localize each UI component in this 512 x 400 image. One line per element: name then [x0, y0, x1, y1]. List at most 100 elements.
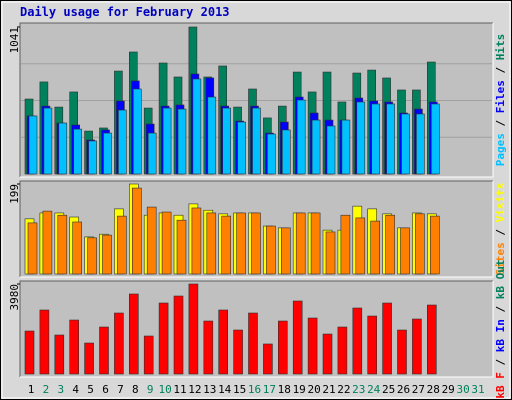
x-tick-label: 30 — [456, 383, 469, 396]
legend-item: Visits — [494, 183, 507, 223]
bar — [87, 237, 97, 275]
x-tick-label: 27 — [412, 383, 425, 396]
bar — [280, 227, 291, 275]
legend-item: Files — [494, 80, 507, 113]
legend: Pages / Files / Hits — [494, 34, 507, 167]
bar — [132, 187, 142, 275]
plot-shadow — [19, 22, 493, 177]
bar — [416, 113, 425, 175]
bar — [84, 342, 94, 375]
bar — [162, 107, 172, 175]
bar — [54, 334, 65, 375]
x-tick-label: 29 — [442, 383, 455, 396]
bar — [188, 283, 199, 375]
bar — [161, 211, 172, 275]
bar — [267, 133, 276, 175]
legend-item: kB F — [494, 372, 507, 399]
bar — [385, 214, 395, 275]
bar — [42, 210, 53, 275]
legend-separator: / — [494, 299, 507, 319]
bar — [72, 221, 82, 275]
bar — [43, 107, 53, 175]
bar — [103, 132, 112, 175]
bar — [401, 113, 410, 175]
bar — [221, 215, 231, 275]
bar — [118, 109, 127, 175]
bar — [27, 222, 38, 275]
y-tick-label: 3980 — [8, 284, 21, 311]
bar — [277, 320, 288, 375]
x-tick-label: 13 — [203, 383, 216, 396]
bar — [206, 212, 217, 275]
bar — [251, 212, 261, 275]
chart-title: Daily usage for February 2013 — [20, 5, 230, 19]
bar — [69, 319, 79, 375]
legend-separator: / — [494, 352, 507, 372]
bar — [426, 304, 437, 375]
bar — [39, 309, 50, 375]
bar — [28, 115, 38, 175]
bar — [371, 103, 381, 175]
bar — [207, 96, 217, 175]
legend: Sites / Visits — [494, 183, 507, 276]
x-tick-label: 19 — [293, 383, 306, 396]
x-tick-label: 1 — [28, 383, 35, 396]
bar — [263, 343, 273, 375]
bar — [307, 317, 318, 375]
bar — [133, 88, 142, 175]
bar — [340, 214, 351, 275]
y-tick-label: 1041 — [8, 27, 21, 54]
bar — [382, 302, 392, 375]
x-tick-label: 8 — [132, 383, 139, 396]
x-tick-label: 11 — [173, 383, 186, 396]
bar — [114, 312, 124, 375]
bar — [292, 300, 303, 375]
x-tick-label: 16 — [248, 383, 261, 396]
legend-item: kB In — [494, 319, 507, 352]
x-tick-label: 21 — [322, 383, 335, 396]
plot-highlight — [20, 281, 494, 378]
bar — [295, 212, 306, 275]
bar — [143, 335, 154, 375]
plot-shadow — [19, 180, 493, 277]
x-tick-label: 26 — [397, 383, 410, 396]
bar — [192, 78, 202, 175]
bar — [325, 231, 336, 275]
legend-item: Hits — [494, 34, 507, 61]
legend-item: kB Out — [494, 259, 507, 299]
x-tick-label: 12 — [188, 383, 201, 396]
bar — [356, 101, 366, 175]
bar — [397, 329, 407, 375]
bar — [233, 329, 243, 375]
bar — [146, 206, 157, 275]
bar — [222, 107, 231, 175]
bar — [99, 326, 109, 375]
bar — [147, 132, 157, 175]
plot-highlight — [20, 23, 494, 178]
bar — [102, 234, 112, 275]
legend-separator: / — [494, 222, 507, 242]
bar — [73, 128, 82, 175]
bar — [252, 107, 261, 175]
bar — [24, 330, 35, 375]
bar — [352, 307, 363, 375]
legend: kB F / kB In / kB Out — [494, 259, 507, 398]
x-tick-label: 9 — [147, 383, 154, 396]
x-tick-label: 20 — [307, 383, 320, 396]
bar — [341, 119, 351, 175]
bar — [355, 217, 366, 275]
x-tick-label: 10 — [158, 383, 171, 396]
bar — [400, 227, 410, 275]
x-tick-label: 23 — [352, 383, 365, 396]
bar — [203, 320, 214, 375]
x-tick-label: 15 — [233, 383, 246, 396]
plot-shadow — [19, 280, 493, 377]
bar — [322, 333, 333, 375]
bar — [311, 119, 321, 175]
bar — [412, 318, 422, 375]
bar — [281, 129, 291, 175]
legend-separator: / — [494, 113, 507, 133]
bar — [57, 214, 68, 275]
